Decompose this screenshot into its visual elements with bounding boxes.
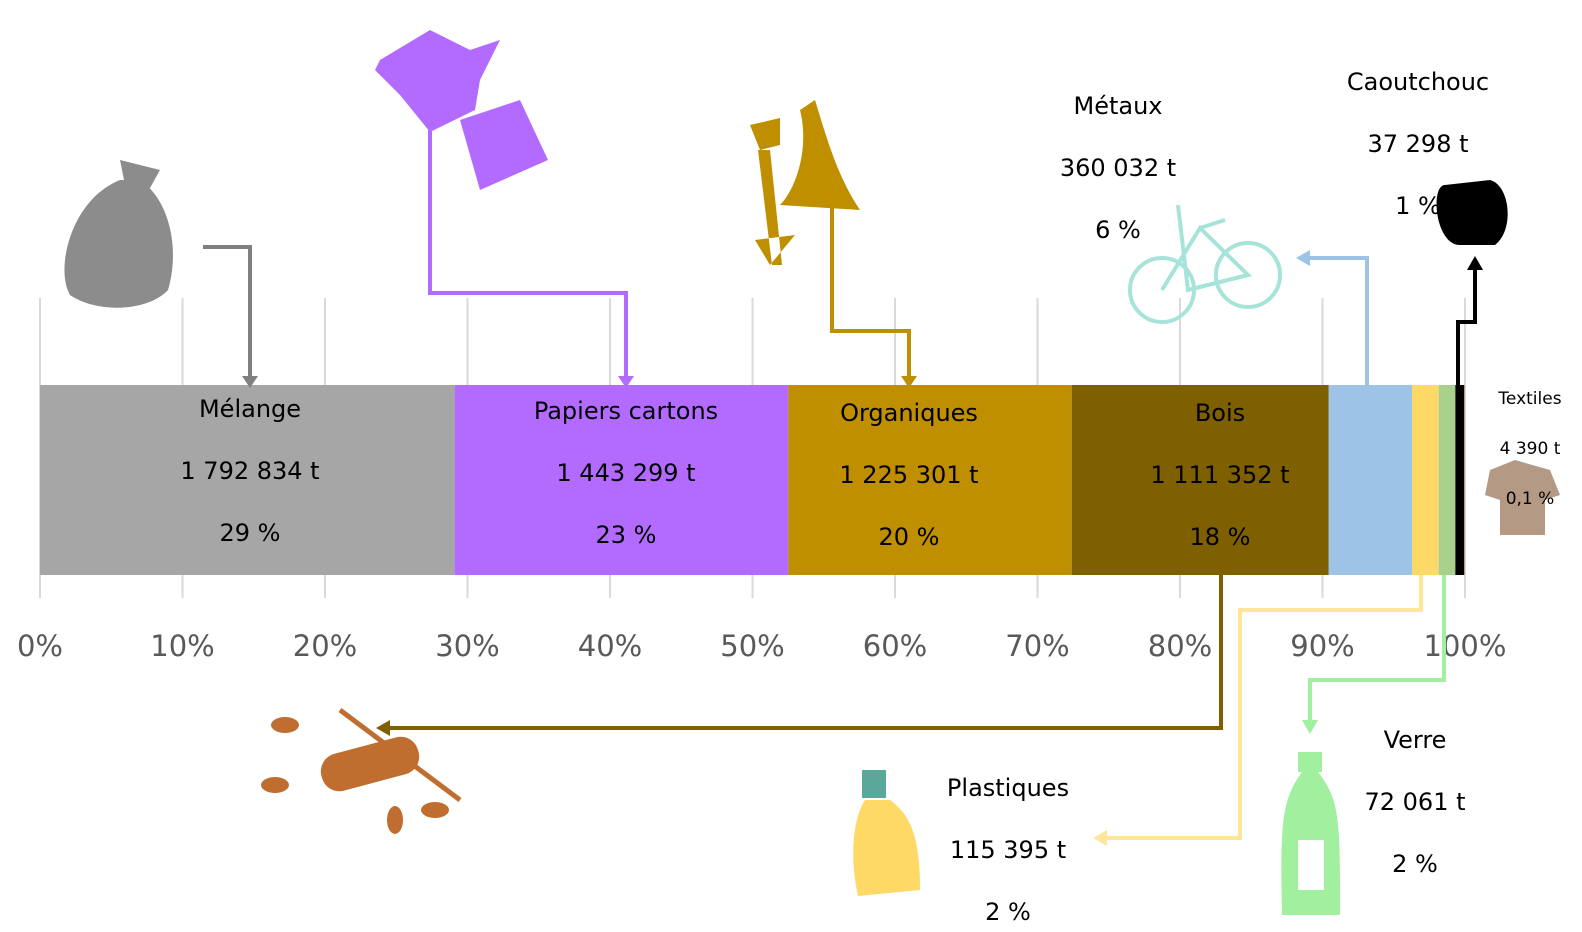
segment-name: Papiers cartons <box>534 397 718 425</box>
value-label: 115 395 t <box>950 836 1066 864</box>
percent-label: 20 % <box>879 523 940 551</box>
x-tick-label: 90% <box>1290 629 1354 663</box>
x-tick-label: 10% <box>150 629 214 663</box>
segment-name: Métaux <box>1073 92 1162 120</box>
bar-segment <box>1455 385 1464 575</box>
percent-label: 6 % <box>1095 216 1141 244</box>
percent-label: 23 % <box>596 521 657 549</box>
value-label: 360 032 t <box>1060 154 1176 182</box>
segment-name: Mélange <box>199 395 301 423</box>
segment-name: Verre <box>1384 726 1447 754</box>
x-tick-label: 100% <box>1424 629 1507 663</box>
x-tick-label: 40% <box>578 629 642 663</box>
x-tick-label: 80% <box>1148 629 1212 663</box>
x-tick-label: 20% <box>293 629 357 663</box>
x-tick-label: 0% <box>17 629 63 663</box>
percent-label: 29 % <box>220 519 281 547</box>
x-tick-label: 50% <box>720 629 784 663</box>
x-tick-label: 60% <box>863 629 927 663</box>
value-label: 4 390 t <box>1500 439 1561 459</box>
segment-name: Bois <box>1195 399 1245 427</box>
percent-label: 0,1 % <box>1506 489 1555 509</box>
x-tick-label: 70% <box>1005 629 1069 663</box>
segment-name: Caoutchouc <box>1347 68 1489 96</box>
percent-label: 1 % <box>1395 192 1441 220</box>
bar-segment <box>1439 385 1456 575</box>
value-label: 1 225 301 t <box>839 461 978 489</box>
segment-name: Plastiques <box>947 774 1069 802</box>
bar-segment <box>1464 385 1465 575</box>
bar-segment <box>1412 385 1439 575</box>
value-label: 37 298 t <box>1367 130 1468 158</box>
percent-label: 2 % <box>985 898 1031 926</box>
chart: 0% 10% 20% 30% 40% 50% 60% 70% 80% 90% 100% <box>0 0 1582 932</box>
value-label: 1 792 834 t <box>180 457 319 485</box>
percent-label: 2 % <box>1392 850 1438 878</box>
x-tick-label: 30% <box>435 629 499 663</box>
value-label: 72 061 t <box>1364 788 1465 816</box>
segment-name: Textiles <box>1497 389 1561 409</box>
value-label: 1 443 299 t <box>556 459 695 487</box>
segment-name: Organiques <box>840 399 978 427</box>
percent-label: 18 % <box>1190 523 1251 551</box>
bar-segment <box>1329 385 1412 575</box>
value-label: 1 111 352 t <box>1150 461 1289 489</box>
